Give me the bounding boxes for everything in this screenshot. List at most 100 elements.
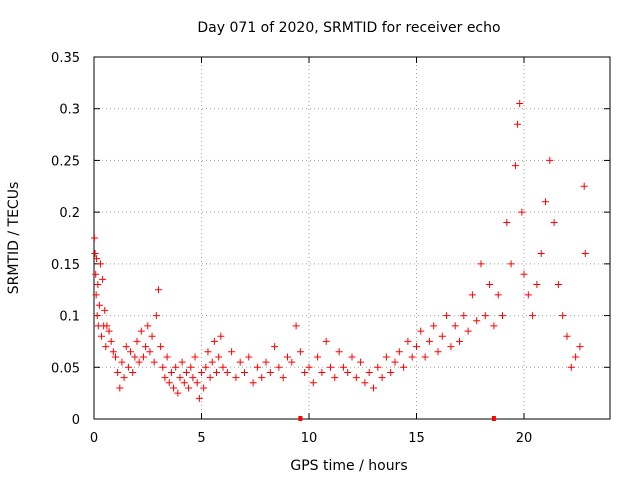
baseline-marker bbox=[298, 416, 303, 421]
data-point bbox=[331, 374, 339, 382]
data-point bbox=[477, 260, 485, 268]
x-tick-label: 0 bbox=[90, 431, 98, 446]
data-point bbox=[135, 358, 143, 366]
data-point bbox=[202, 363, 210, 371]
y-tick-label: 0.2 bbox=[59, 206, 80, 221]
data-point bbox=[161, 374, 169, 382]
data-point bbox=[228, 348, 236, 356]
data-point bbox=[146, 348, 154, 356]
data-point bbox=[490, 322, 498, 330]
data-point bbox=[144, 322, 152, 330]
data-point bbox=[507, 260, 515, 268]
data-point bbox=[305, 363, 313, 371]
data-point bbox=[339, 363, 347, 371]
data-point bbox=[464, 327, 472, 335]
data-point bbox=[165, 379, 173, 387]
x-tick-label: 20 bbox=[516, 431, 533, 446]
data-point bbox=[210, 337, 218, 345]
data-point bbox=[219, 363, 227, 371]
data-point bbox=[148, 332, 156, 340]
data-point bbox=[572, 353, 580, 361]
data-point bbox=[208, 358, 216, 366]
data-point bbox=[114, 368, 122, 376]
data-point bbox=[352, 374, 360, 382]
data-point bbox=[131, 353, 139, 361]
data-point bbox=[468, 291, 476, 299]
y-tick-label: 0.1 bbox=[59, 310, 80, 325]
data-point bbox=[112, 353, 119, 361]
data-point bbox=[550, 218, 558, 226]
data-point bbox=[266, 368, 274, 376]
baseline-markers bbox=[298, 416, 496, 421]
data-point bbox=[563, 332, 571, 340]
data-point bbox=[159, 363, 167, 371]
data-point bbox=[438, 332, 446, 340]
data-point bbox=[518, 208, 526, 216]
data-point bbox=[361, 379, 369, 387]
data-point bbox=[262, 358, 270, 366]
data-point bbox=[223, 368, 231, 376]
data-point bbox=[122, 343, 130, 351]
y-tick-label: 0.25 bbox=[51, 154, 80, 169]
data-point bbox=[150, 358, 158, 366]
data-point bbox=[481, 312, 489, 320]
data-point bbox=[157, 343, 165, 351]
data-point bbox=[170, 384, 178, 392]
data-point bbox=[581, 250, 589, 258]
data-point bbox=[249, 379, 257, 387]
data-point bbox=[365, 368, 373, 376]
data-point bbox=[503, 218, 511, 226]
data-point bbox=[443, 312, 451, 320]
data-point bbox=[335, 348, 343, 356]
y-tick-label: 0.15 bbox=[51, 258, 80, 273]
data-point bbox=[430, 322, 438, 330]
data-point bbox=[215, 353, 223, 361]
data-point bbox=[357, 358, 365, 366]
data-point bbox=[520, 270, 528, 278]
data-point bbox=[187, 363, 195, 371]
data-point bbox=[232, 374, 240, 382]
data-point bbox=[374, 363, 382, 371]
grid-lines bbox=[94, 57, 610, 419]
data-point bbox=[217, 332, 225, 340]
data-point bbox=[241, 368, 248, 376]
data-point bbox=[109, 348, 117, 356]
data-point bbox=[451, 322, 459, 330]
data-point bbox=[516, 100, 524, 108]
data-point bbox=[206, 374, 214, 382]
data-point bbox=[129, 368, 137, 376]
data-point bbox=[395, 348, 403, 356]
data-point bbox=[580, 182, 588, 190]
data-point bbox=[460, 312, 468, 320]
data-point bbox=[284, 353, 291, 361]
data-point bbox=[447, 343, 455, 351]
data-point bbox=[178, 358, 186, 366]
data-point bbox=[213, 368, 221, 376]
data-point bbox=[195, 394, 203, 402]
data-point bbox=[105, 327, 113, 335]
y-tick-label: 0.05 bbox=[51, 361, 80, 376]
data-point bbox=[236, 358, 244, 366]
y-tick-labels: 0 0.05 0.1 0.15 0.2 0.25 0.3 0.35 bbox=[51, 51, 80, 428]
y-axis-title: SRMTID / TECUs bbox=[6, 182, 22, 295]
data-point bbox=[567, 363, 575, 371]
data-point bbox=[174, 389, 182, 397]
data-point bbox=[524, 291, 532, 299]
data-point bbox=[576, 343, 584, 351]
data-point bbox=[91, 250, 99, 258]
x-axis-title: GPS time / hours bbox=[290, 458, 407, 474]
data-point bbox=[176, 374, 184, 382]
data-point bbox=[98, 332, 106, 340]
data-point bbox=[204, 348, 212, 356]
data-point bbox=[378, 374, 386, 382]
data-point bbox=[139, 353, 147, 361]
data-point bbox=[296, 348, 304, 356]
data-point bbox=[167, 368, 175, 376]
data-point bbox=[486, 281, 494, 289]
data-point bbox=[456, 337, 463, 345]
data-point bbox=[494, 291, 502, 299]
data-point bbox=[533, 281, 541, 289]
data-point bbox=[288, 358, 296, 366]
data-point bbox=[514, 120, 522, 128]
data-point bbox=[292, 322, 300, 330]
